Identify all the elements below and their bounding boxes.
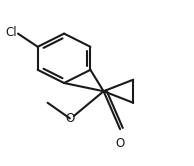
Text: O: O [65,112,74,125]
Text: O: O [115,137,125,150]
Text: Cl: Cl [6,26,17,39]
